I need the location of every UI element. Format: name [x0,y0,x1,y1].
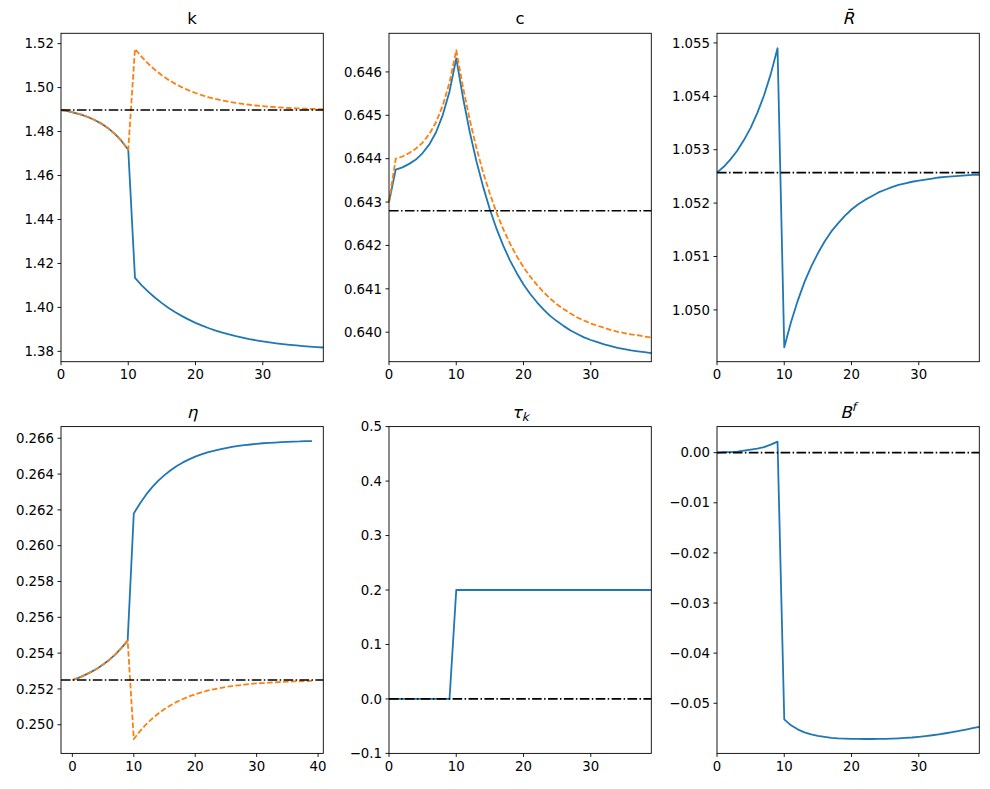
x-tick-label: 0 [713,367,721,382]
axes-frame-k [61,33,323,361]
series-alternative-path [389,50,651,337]
y-tick-label: −0.04 [669,646,710,661]
y-tick-label: 0.258 [16,574,54,589]
x-tick-label: 0 [57,367,65,382]
y-tick-label: 1.38 [24,344,54,359]
x-tick-label: 20 [843,367,860,382]
axes-frame-c [389,33,651,361]
x-tick-label: 10 [776,367,793,382]
y-tick-label: 1.051 [672,249,710,264]
axes-frame-eta [61,427,323,754]
x-tick-label: 30 [910,759,927,774]
x-tick-label: 0 [68,759,76,774]
x-tick-label: 30 [248,759,265,774]
series-reform-path [389,590,651,699]
y-tick-label: 0.646 [344,65,382,80]
series-alternative-path [72,641,312,739]
subplot-eta: 0 10 20 30 40 0.250 0.252 0.254 0.256 0.258 0.260 0… [16,403,327,774]
x-tick-label: 20 [843,759,860,774]
y-tick-label: 0.262 [16,503,54,518]
charts-canvas: 0 10 20 30 1.38 1.40 1.42 1.44 1.46 1.48 1.50 1.52 k… [0,0,990,789]
y-tick-label: 0.642 [344,238,382,253]
y-tick-label: 1.44 [24,212,54,227]
y-tick-label: 0.5 [361,419,382,434]
y-tick-label: 0.2 [361,583,382,598]
y-tick-label: 1.050 [672,303,710,318]
y-tick-label: 1.52 [24,36,54,51]
x-tick-label: 30 [910,367,927,382]
x-tick-label: 30 [582,759,599,774]
y-tick-label: 0.260 [16,538,54,553]
axes-frame-Rbar [717,33,979,361]
y-tick-label: 0.254 [16,646,54,661]
x-tick-label: 30 [582,367,599,382]
y-tick-label: 1.40 [24,300,54,315]
x-tick-label: 0 [385,367,393,382]
x-tick-label: 20 [515,759,532,774]
subplot-title-c: c [516,9,525,28]
y-tick-label: 1.48 [24,124,54,139]
y-tick-label: 1.46 [24,168,54,183]
subplot-Bf: 0 10 20 30 −0.05 −0.04 −0.03 −0.02 −0.01 0.00 Bf [669,400,979,774]
figure: 0 10 20 30 1.38 1.40 1.42 1.44 1.46 1.48 1.50 1.52 k… [0,0,990,789]
series-reform-path [717,442,979,739]
x-tick-label: 20 [187,367,204,382]
y-tick-label: 0.1 [361,637,382,652]
x-tick-label: 30 [254,367,271,382]
subplot-title-tau_k: τk [512,403,531,425]
x-tick-label: 10 [448,367,465,382]
y-tick-label: 0.00 [680,445,710,460]
y-tick-label: 0.645 [344,108,382,123]
x-tick-label: 10 [120,367,137,382]
y-tick-label: 0.256 [16,610,54,625]
subplot-title-eta: η [187,403,198,422]
y-tick-label: 1.054 [672,89,710,104]
subplot-title-k: k [187,9,197,28]
y-tick-label: 1.052 [672,196,710,211]
y-tick-label: 0.3 [361,528,382,543]
y-tick-label: 0.4 [361,474,382,489]
x-tick-label: 10 [125,759,142,774]
series-alternative-path [61,49,323,150]
y-tick-label: −0.1 [350,746,382,761]
subplot-c: 0 10 20 30 0.640 0.641 0.642 0.643 0.644 0.645 0.6… [344,9,651,382]
y-tick-label: −0.01 [669,495,710,510]
y-tick-label: 0.250 [16,717,54,732]
x-tick-label: 40 [310,759,327,774]
y-tick-label: 1.055 [672,36,710,51]
y-tick-label: 0.644 [344,151,382,166]
y-tick-label: 0.0 [361,692,382,707]
x-tick-label: 10 [448,759,465,774]
x-tick-label: 0 [385,759,393,774]
series-reform-path [61,110,323,347]
subplot-title-Rbar: R̄ [842,8,854,28]
y-tick-label: 1.42 [24,256,54,271]
y-tick-label: 0.643 [344,195,382,210]
series-reform-path [717,48,979,347]
x-tick-label: 0 [713,759,721,774]
subplot-tau_k: 0 10 20 30 −0.1 0.0 0.1 0.2 0.3 0.4 0.5 τk [350,403,652,774]
subplot-Rbar: 0 10 20 30 1.050 1.051 1.052 1.053 1.054 1.055 R̄ [672,8,979,382]
series-reform-path [389,58,651,353]
y-tick-label: 0.266 [16,431,54,446]
y-tick-label: 0.641 [344,282,382,297]
y-tick-label: −0.03 [669,596,710,611]
subplot-k: 0 10 20 30 1.38 1.40 1.42 1.44 1.46 1.48 1.50 1.52 k [24,9,323,382]
y-tick-label: 1.50 [24,80,54,95]
y-tick-label: −0.05 [669,696,710,711]
x-tick-label: 20 [515,367,532,382]
y-tick-label: −0.02 [669,546,710,561]
series-reform-path [72,441,312,680]
y-tick-label: 0.640 [344,325,382,340]
x-tick-label: 20 [187,759,204,774]
y-tick-label: 0.252 [16,682,54,697]
y-tick-label: 1.053 [672,142,710,157]
axes-frame-Bf [717,427,979,754]
x-tick-label: 10 [776,759,793,774]
subplot-title-Bf: Bf [840,400,858,422]
y-tick-label: 0.264 [16,467,54,482]
